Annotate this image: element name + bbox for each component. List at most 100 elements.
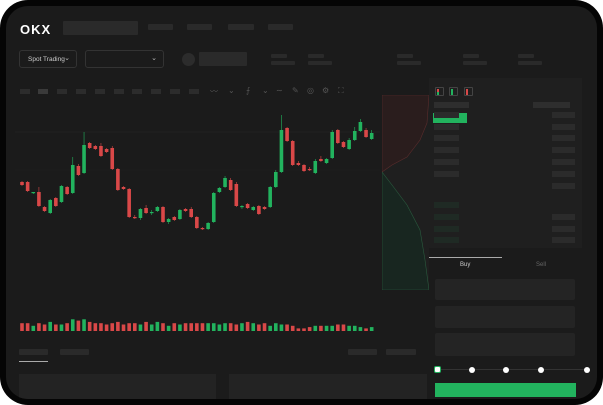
volume-bar: [110, 323, 115, 331]
timeframe-button-active[interactable]: [38, 89, 48, 94]
volume-bar: [25, 323, 30, 331]
timeframe-button[interactable]: [132, 89, 142, 94]
nav-item[interactable]: [228, 24, 254, 30]
total-input[interactable]: [435, 333, 575, 356]
volume-bar: [307, 327, 312, 331]
candle-body: [364, 130, 368, 137]
timeframe-button[interactable]: [170, 89, 180, 94]
timeframe-button[interactable]: [95, 89, 105, 94]
candle-body: [296, 163, 301, 165]
market-dropdown[interactable]: Spot Trading ⌄: [19, 50, 77, 68]
timeframe-button[interactable]: [189, 89, 199, 94]
candle-body: [65, 187, 69, 194]
camera-icon[interactable]: ◎: [307, 86, 314, 95]
amount-slider-track[interactable]: [438, 369, 588, 370]
candle-body: [251, 207, 256, 210]
candle-body: [319, 159, 323, 161]
bottom-tab[interactable]: [60, 349, 89, 355]
tab-buy[interactable]: Buy: [460, 262, 471, 268]
candle-body: [138, 209, 143, 218]
candle-body: [268, 187, 272, 207]
candle-body: [211, 193, 216, 222]
filter-button[interactable]: [386, 349, 416, 355]
ask-size: [552, 135, 575, 141]
indicator-icon[interactable]: ⨍: [246, 86, 251, 95]
candle-body: [127, 189, 131, 217]
candle-body: [37, 192, 41, 206]
candle-body: [228, 180, 233, 190]
order-book-asks-icon[interactable]: [464, 87, 473, 96]
volume-bar: [211, 323, 216, 331]
candle-body: [144, 208, 148, 213]
amount-input[interactable]: [435, 306, 575, 328]
line-icon[interactable]: ∼: [276, 86, 283, 95]
candle-body: [70, 165, 75, 193]
amount-slider-handle[interactable]: [434, 366, 441, 373]
ask-size: [552, 159, 575, 165]
settings-icon[interactable]: ⚙: [322, 86, 330, 95]
volume-bar: [178, 324, 182, 331]
volume-bar: [336, 324, 340, 331]
candle-body: [149, 212, 154, 214]
volume-bar: [144, 321, 148, 331]
volume-bar: [245, 321, 250, 331]
volume-bar: [313, 325, 318, 331]
candle-body: [341, 142, 346, 147]
slider-mark-25[interactable]: [469, 367, 475, 373]
candle-body: [42, 207, 47, 211]
slider-mark-50[interactable]: [503, 367, 509, 373]
candle-body: [290, 141, 295, 165]
market-dropdown-label: Spot Trading: [28, 55, 65, 63]
volume-bar: [296, 328, 301, 331]
candle-body: [217, 188, 222, 192]
bottom-tab-active[interactable]: [19, 349, 48, 355]
nav-item[interactable]: [268, 24, 293, 30]
volume-bar: [341, 324, 346, 331]
filter-button[interactable]: [348, 349, 377, 355]
stat-value: [463, 61, 487, 65]
app-screen: OKX Spot Trading ⌄ ⌄ 〰 ⌄ ⨍ ⌄ ∼ ✎ ◎ ⚙ ⛶: [6, 6, 597, 399]
nav-item[interactable]: [187, 24, 212, 30]
candle-body: [307, 169, 312, 171]
fullscreen-icon[interactable]: ⛶: [338, 86, 344, 95]
volume-bar: [37, 323, 41, 331]
stat-label: [308, 54, 324, 58]
search-bar[interactable]: [63, 21, 138, 35]
order-book-header: [533, 102, 570, 108]
timeframe-button[interactable]: [20, 89, 30, 94]
timeframe-button[interactable]: [76, 89, 86, 94]
timeframe-button[interactable]: [151, 89, 161, 94]
volume-bar: [228, 323, 233, 331]
volume-bar: [42, 324, 47, 331]
candle-body: [285, 128, 289, 141]
candlestick-chart[interactable]: [15, 95, 380, 335]
volume-bar: [65, 323, 69, 331]
chevron-down-icon[interactable]: ⌄: [228, 86, 235, 95]
okx-logo[interactable]: OKX: [20, 22, 52, 37]
chevron-down-icon[interactable]: ⌄: [262, 86, 269, 95]
candle-body: [31, 192, 36, 194]
order-book-bids-icon[interactable]: [449, 87, 458, 96]
slider-mark-100[interactable]: [584, 367, 590, 373]
order-book-both-icon[interactable]: [435, 87, 444, 96]
buy-button[interactable]: [435, 383, 576, 397]
tab-sell[interactable]: Sell: [536, 262, 547, 268]
price-input[interactable]: [435, 279, 575, 300]
slider-mark-75[interactable]: [538, 367, 544, 373]
chart-type-icon[interactable]: 〰: [210, 87, 218, 96]
volume-bar: [127, 323, 131, 331]
draw-icon[interactable]: ✎: [292, 86, 299, 95]
volume-bar: [20, 323, 24, 331]
volume-bar: [302, 328, 306, 331]
candle-body: [116, 169, 120, 190]
timeframe-button[interactable]: [114, 89, 124, 94]
depth-bids-area: [382, 171, 429, 290]
timeframe-button[interactable]: [57, 89, 67, 94]
stat-value: [308, 61, 332, 65]
volume-bar: [82, 319, 86, 331]
volume-bar: [257, 324, 261, 331]
coin-avatar: [182, 53, 195, 66]
nav-item[interactable]: [148, 24, 173, 30]
candle-body: [302, 165, 306, 171]
pair-dropdown[interactable]: ⌄: [85, 50, 164, 68]
